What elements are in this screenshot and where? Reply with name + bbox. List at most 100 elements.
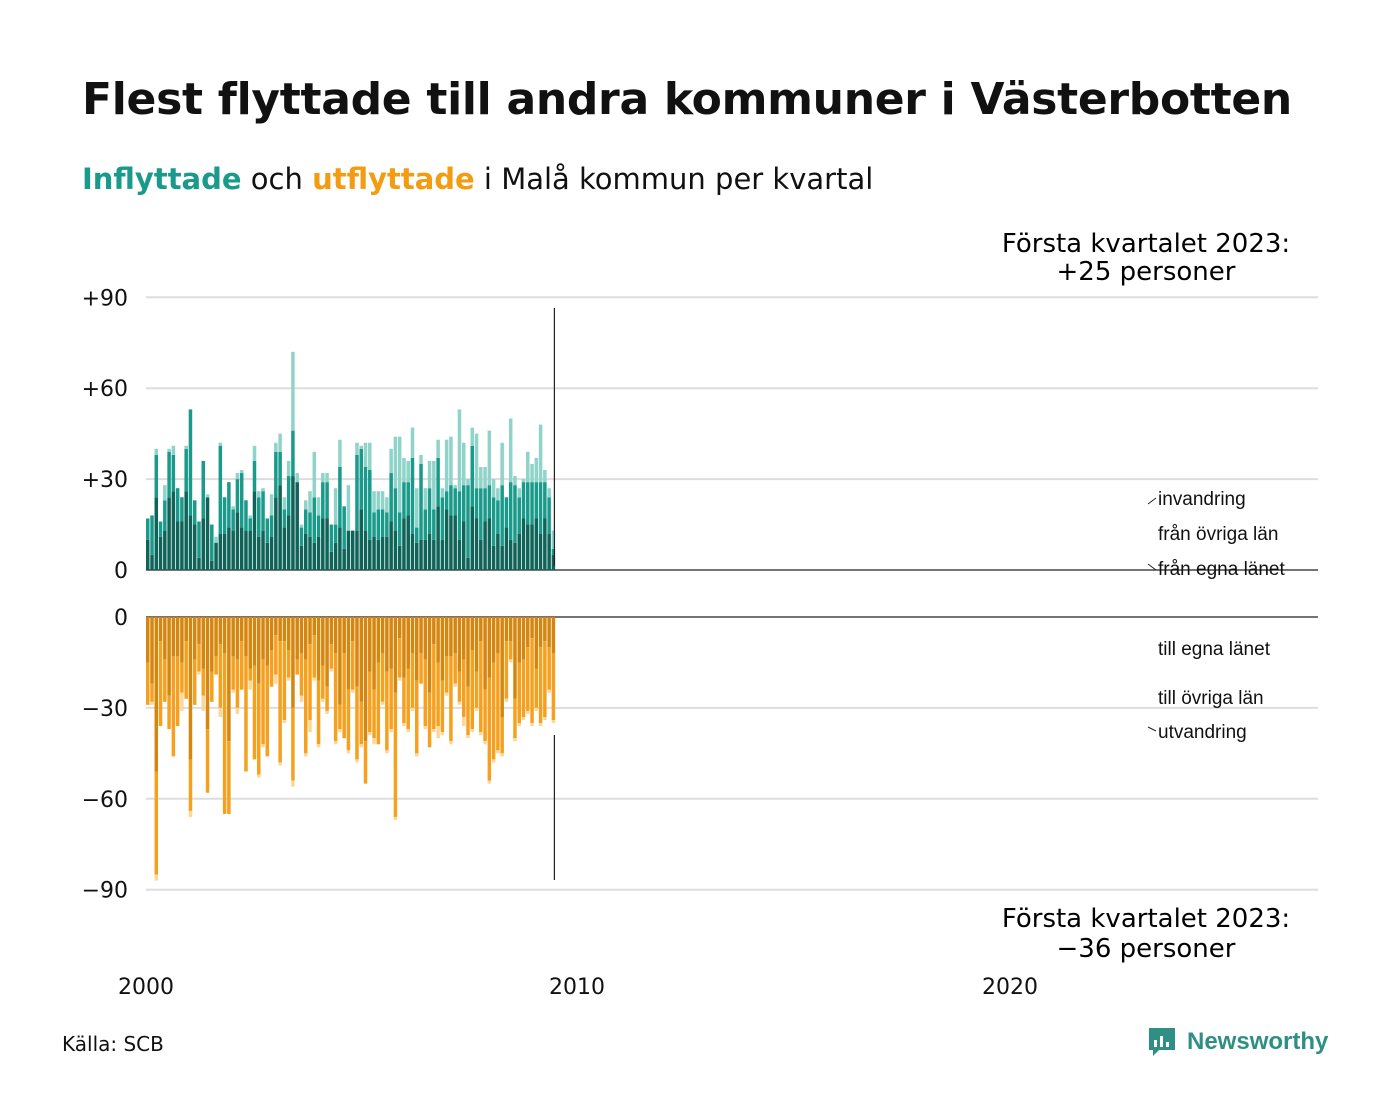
bar-out-1-3 bbox=[158, 641, 163, 727]
bar-in-2-56 bbox=[385, 497, 389, 513]
bar-out-0-88 bbox=[521, 617, 526, 660]
bar-in-2-5 bbox=[167, 448, 171, 452]
grid-layer bbox=[146, 296, 1318, 891]
bar-out-0-91 bbox=[534, 617, 539, 669]
bar-in-2-77 bbox=[474, 433, 479, 489]
bar-out-1-15 bbox=[210, 671, 214, 702]
bar-out-1-22 bbox=[239, 641, 244, 690]
bar-out-1-12 bbox=[197, 644, 201, 672]
bar-in-2-62 bbox=[410, 427, 415, 458]
bar-in-0-75 bbox=[466, 557, 470, 570]
bar-out-0-74 bbox=[461, 617, 466, 660]
bar-in-2-30 bbox=[274, 442, 278, 452]
bar-in-2-34 bbox=[291, 351, 295, 431]
bar-in-1-11 bbox=[192, 500, 197, 525]
bar-in-0-13 bbox=[201, 518, 206, 570]
bar-in-1-29 bbox=[269, 515, 274, 537]
bar-in-2-79 bbox=[483, 466, 487, 489]
annotation-top-line1: Första kvartalet 2023: bbox=[1002, 229, 1290, 259]
bar-in-2-53 bbox=[372, 491, 376, 513]
bar-out-0-76 bbox=[470, 617, 475, 651]
bar-out-1-49 bbox=[355, 686, 359, 760]
bar-out-2-24 bbox=[248, 680, 252, 690]
bar-in-1-31 bbox=[278, 451, 282, 486]
label-in-series-0: från egna länet bbox=[1158, 559, 1285, 580]
bar-in-1-75 bbox=[466, 485, 470, 558]
bar-out-2-36 bbox=[299, 695, 304, 702]
bar-out-1-47 bbox=[346, 689, 351, 751]
bar-in-2-91 bbox=[534, 457, 539, 483]
bar-in-1-89 bbox=[526, 482, 530, 525]
bar-out-0-14 bbox=[205, 617, 210, 730]
bar-in-1-3 bbox=[158, 521, 163, 537]
bar-in-1-55 bbox=[380, 509, 385, 537]
bar-out-2-85 bbox=[508, 659, 513, 663]
bar-out-2-55 bbox=[380, 701, 385, 705]
bar-out-1-34 bbox=[291, 707, 295, 781]
bar-in-0-51 bbox=[363, 530, 368, 570]
bar-in-2-93 bbox=[543, 470, 547, 483]
bar-out-1-61 bbox=[406, 668, 410, 730]
bar-in-0-46 bbox=[342, 548, 346, 570]
bar-out-1-60 bbox=[402, 677, 406, 724]
bar-out-0-41 bbox=[321, 617, 325, 666]
bar-out-1-0 bbox=[146, 662, 150, 705]
bar-in-0-89 bbox=[526, 524, 530, 570]
bar-out-1-56 bbox=[385, 671, 389, 751]
bar-out-0-87 bbox=[517, 617, 521, 663]
bar-in-1-44 bbox=[333, 524, 338, 543]
bar-in-1-33 bbox=[286, 476, 291, 516]
bar-in-2-95 bbox=[551, 530, 556, 549]
bar-in-1-46 bbox=[342, 506, 346, 549]
bar-out-1-91 bbox=[534, 668, 539, 708]
bar-in-1-93 bbox=[543, 482, 547, 519]
bar-out-2-67 bbox=[432, 729, 436, 733]
bar-in-0-91 bbox=[534, 518, 539, 570]
bar-out-2-32 bbox=[282, 720, 287, 724]
bar-out-2-78 bbox=[479, 732, 483, 736]
bar-in-0-72 bbox=[453, 515, 457, 570]
bar-in-1-25 bbox=[252, 460, 257, 492]
bar-out-1-41 bbox=[321, 665, 325, 699]
bar-out-0-85 bbox=[508, 617, 513, 642]
bar-in-0-22 bbox=[239, 527, 244, 570]
bar-in-0-50 bbox=[359, 509, 363, 570]
bar-out-1-36 bbox=[299, 653, 304, 696]
bar-out-1-1 bbox=[150, 683, 154, 702]
bar-in-0-16 bbox=[214, 542, 218, 570]
newsworthy-logo: Newsworthy bbox=[1147, 1026, 1328, 1058]
bar-in-1-94 bbox=[547, 497, 551, 534]
bar-out-0-90 bbox=[530, 617, 534, 639]
bar-out-0-62 bbox=[410, 617, 415, 654]
bar-out-2-75 bbox=[466, 735, 470, 739]
bar-in-1-4 bbox=[163, 500, 167, 531]
subtitle-rest: i Malå kommun per kvartal bbox=[474, 162, 874, 196]
bar-out-0-77 bbox=[474, 617, 479, 672]
bar-in-0-44 bbox=[333, 542, 338, 570]
bar-in-1-87 bbox=[517, 497, 521, 534]
bar-out-1-23 bbox=[244, 656, 248, 772]
bar-in-1-28 bbox=[265, 518, 270, 543]
bar-out-0-80 bbox=[487, 617, 492, 678]
bar-out-0-59 bbox=[397, 617, 402, 639]
bar-out-1-9 bbox=[184, 641, 188, 699]
bar-in-1-59 bbox=[397, 512, 402, 546]
bar-out-0-5 bbox=[167, 617, 171, 696]
bar-out-2-91 bbox=[534, 707, 539, 711]
bar-in-1-63 bbox=[415, 527, 419, 543]
bar-out-0-64 bbox=[419, 617, 423, 654]
bar-in-1-19 bbox=[227, 482, 231, 528]
bar-out-0-38 bbox=[308, 617, 312, 645]
label-out-series-0: till egna länet bbox=[1158, 639, 1271, 660]
bar-in-2-58 bbox=[393, 436, 398, 489]
bar-out-0-94 bbox=[547, 617, 551, 648]
bar-out-1-65 bbox=[423, 659, 428, 727]
bar-in-1-27 bbox=[261, 491, 265, 531]
bar-out-1-42 bbox=[325, 686, 329, 711]
bar-in-0-81 bbox=[491, 545, 496, 570]
bar-in-1-64 bbox=[419, 463, 423, 540]
bar-out-2-68 bbox=[436, 726, 440, 739]
bar-out-2-33 bbox=[286, 677, 291, 681]
bar-out-0-52 bbox=[368, 617, 372, 672]
bar-in-0-7 bbox=[175, 521, 180, 570]
